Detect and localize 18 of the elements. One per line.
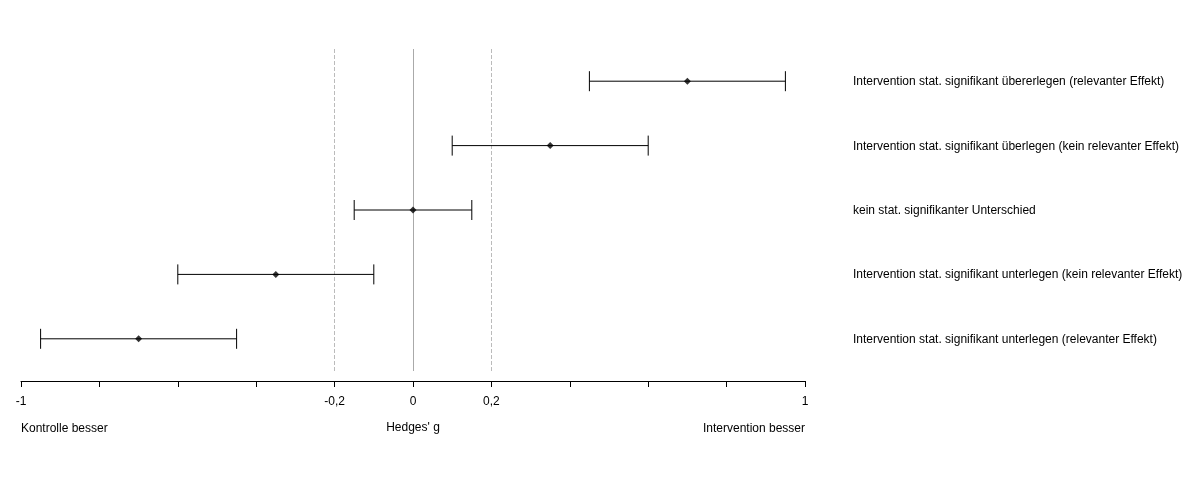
point [135,335,143,343]
x-axis-title: Hedges' g [386,420,440,434]
y-tick-label: Intervention stat. signifikant unterlegen (relevanter Effekt) [853,331,1157,346]
x-tick-label: -0,2 [324,394,346,408]
x-tick-label: 0,2 [483,394,501,408]
y-tick-label: Intervention stat. signifikant übererlegen (relevanter Effekt) [853,74,1165,89]
point [683,77,691,85]
y-tick-label: kein stat. signifikanter Unterschied [853,203,1036,217]
point [546,142,554,150]
text: Intervention besser [702,421,805,435]
x-tick-label: -1 [15,394,27,408]
x-tick-label: 1 [801,394,809,408]
text: Kontrolle besser [21,421,108,435]
x-tick-label: 0 [409,394,417,408]
point [409,206,417,214]
y-tick-label: Intervention stat. signifikant unterlegen (kein relevanter Effekt) [853,267,1183,282]
y-tick-label: Intervention stat. signifikant überlegen (kein relevanter Effekt) [853,138,1179,153]
point [272,270,280,278]
